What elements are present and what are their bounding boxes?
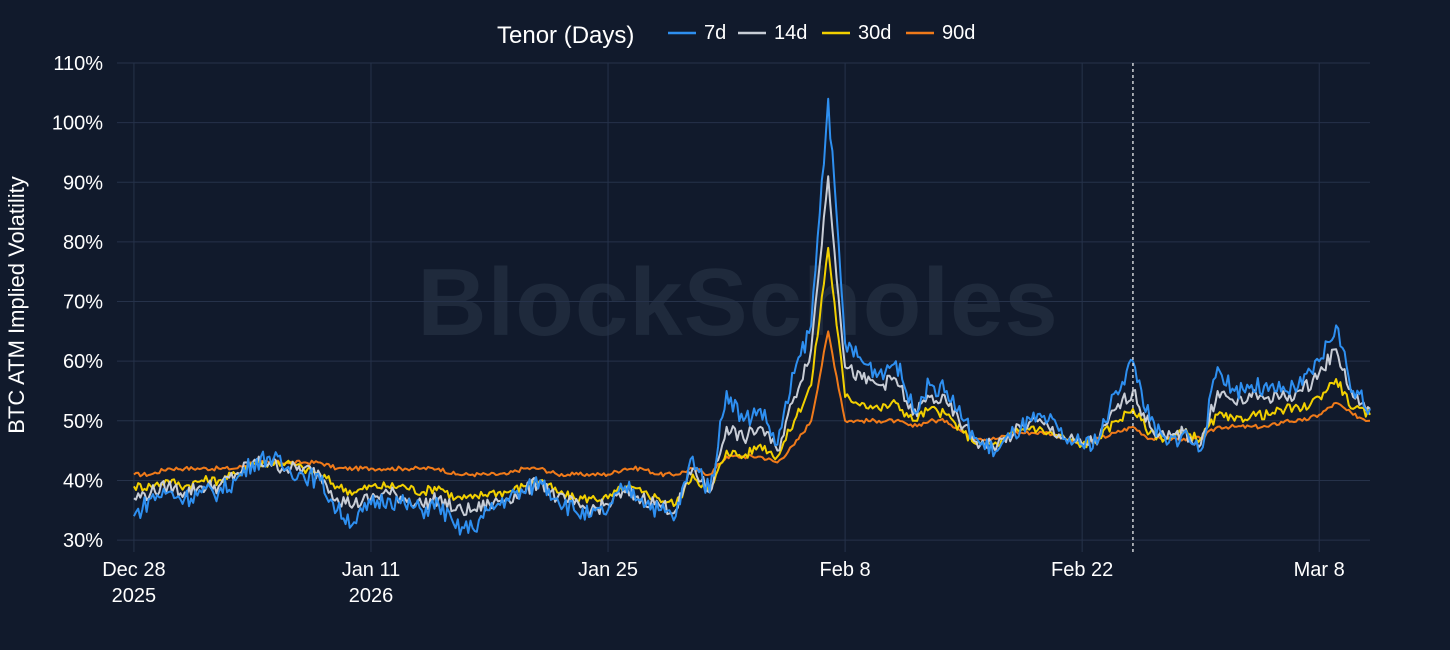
x-tick-label: Dec 28 [102,559,165,581]
watermark: BlockScholes [417,249,1059,356]
legend-title: Tenor (Days) [497,22,634,49]
x-tick-label: Feb 8 [820,559,871,581]
legend[interactable]: Tenor (Days) 7d 14d 30d 90d [497,22,975,49]
y-tick-label: 100% [52,113,103,135]
x-tick-label: Jan 25 [578,559,638,581]
y-axis-title: BTC ATM Implied Volatility [4,176,29,434]
y-tick-label: 70% [63,292,103,314]
series-line-7d[interactable] [133,97,1371,536]
y-tick-label: 40% [63,470,103,492]
series-line-30d[interactable] [133,246,1371,508]
x-tick-label: Mar 8 [1294,559,1345,581]
legend-label-14d[interactable]: 14d [774,22,807,44]
y-tick-label: 80% [63,232,103,254]
y-tick-label: 90% [63,172,103,194]
x-tick-label: Jan 11 [342,559,401,581]
x-tick-label: Feb 22 [1051,559,1113,581]
y-tick-label: 110% [53,53,103,75]
x-tick-sublabel: 2025 [112,585,157,607]
legend-label-90d[interactable]: 90d [942,22,975,44]
x-axis-ticks: Dec 28 2025 Jan 11 2026 Jan 25 Feb 8 Feb 22 Mar… [102,559,1345,607]
legend-label-7d[interactable]: 7d [704,22,726,44]
y-tick-label: 30% [63,530,103,552]
y-axis-ticks: 30% 40% 50% 60% 70% 80% 90% 100% 110% [52,53,103,552]
x-tick-sublabel: 2026 [349,585,394,607]
y-tick-label: 60% [63,351,103,373]
legend-label-30d[interactable]: 30d [858,22,891,44]
y-tick-label: 50% [63,411,103,433]
series-lines [133,97,1371,536]
